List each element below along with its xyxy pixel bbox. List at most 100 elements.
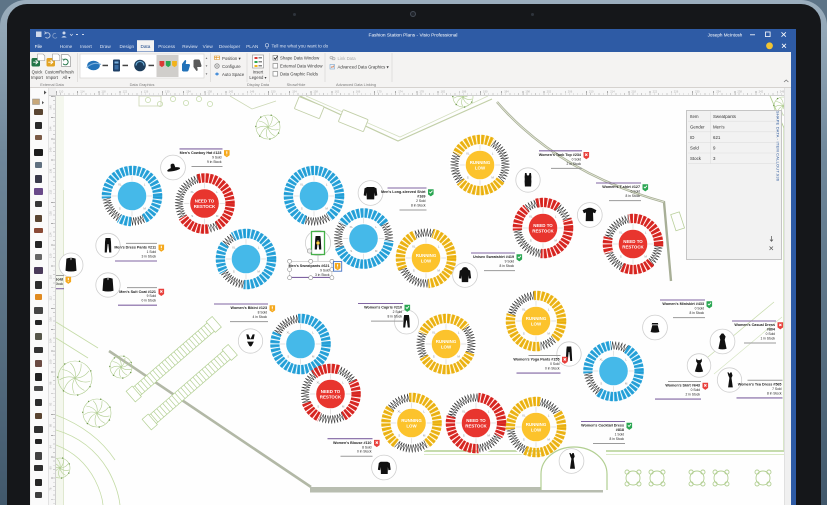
svg-text:Quick: Quick: [32, 70, 44, 75]
svg-text:0 Sold: 0 Sold: [695, 307, 705, 311]
svg-text:114: 114: [80, 90, 85, 94]
svg-text:Legend ▾: Legend ▾: [249, 75, 266, 80]
svg-text:XL: XL: [599, 358, 603, 362]
svg-text:NEED TO: NEED TO: [466, 418, 486, 423]
svg-text:Women's Skirt #643: Women's Skirt #643: [665, 384, 700, 388]
svg-text:S: S: [350, 249, 352, 253]
svg-text:S: S: [620, 255, 622, 259]
svg-text:S: S: [301, 207, 303, 211]
svg-text:XL: XL: [619, 231, 623, 235]
svg-text:182: 182: [441, 90, 446, 94]
svg-text:XL: XL: [316, 381, 320, 385]
svg-text:Men's Suit Coat #121: Men's Suit Coat #121: [119, 290, 156, 294]
svg-text:246: 246: [780, 90, 785, 94]
svg-text:M: M: [457, 355, 460, 359]
svg-text:9 Sold: 9 Sold: [212, 156, 222, 160]
svg-text:LOW: LOW: [531, 427, 542, 432]
svg-text:100: 100: [49, 359, 53, 364]
svg-text:Configure: Configure: [222, 64, 241, 69]
svg-text:120: 120: [49, 253, 53, 258]
svg-text:S: S: [433, 355, 435, 359]
svg-text:L: L: [555, 215, 557, 219]
svg-text:L: L: [438, 245, 440, 249]
svg-text:#804: #804: [767, 328, 776, 332]
svg-text:112: 112: [49, 296, 53, 301]
svg-text:▴: ▴: [206, 56, 208, 60]
svg-text:148: 148: [49, 105, 53, 110]
svg-text:9 Sold: 9 Sold: [56, 278, 64, 282]
svg-text:S: S: [467, 176, 469, 180]
svg-text:144: 144: [49, 126, 53, 131]
svg-text:8 in Stock: 8 in Stock: [690, 311, 705, 315]
svg-text:Men's: Men's: [713, 124, 725, 129]
svg-text:8 in Stock: 8 in Stock: [610, 437, 625, 441]
svg-text:Women's Tea Dress #565: Women's Tea Dress #565: [738, 383, 782, 387]
svg-text:LOW: LOW: [531, 321, 542, 326]
svg-text:Import: Import: [46, 75, 59, 80]
svg-text:RESTOCK: RESTOCK: [622, 244, 644, 249]
svg-text:M: M: [554, 239, 557, 243]
svg-text:170: 170: [377, 90, 382, 94]
svg-text:M: M: [216, 214, 219, 218]
svg-text:0 Sold: 0 Sold: [550, 362, 560, 366]
svg-text:NEED TO: NEED TO: [533, 223, 553, 228]
svg-text:Process: Process: [158, 44, 176, 49]
svg-text:NEED TO: NEED TO: [195, 199, 215, 204]
svg-text:RUNNING: RUNNING: [526, 422, 547, 427]
svg-text:S: S: [463, 434, 465, 438]
svg-text:Link Data: Link Data: [338, 56, 357, 61]
svg-text:Data: Data: [140, 44, 150, 49]
svg-text:M: M: [547, 438, 550, 442]
svg-text:8 in Stock: 8 in Stock: [626, 194, 641, 198]
svg-text:Stock: Stock: [690, 156, 702, 161]
svg-text:L: L: [216, 190, 218, 194]
svg-text:Tell me what you want to do: Tell me what you want to do: [272, 44, 329, 49]
svg-text:2 in Stock: 2 in Stock: [686, 393, 701, 397]
svg-text:Auto Space: Auto Space: [222, 72, 245, 77]
svg-text:▾: ▾: [206, 72, 208, 76]
svg-text:0 in Stock: 0 in Stock: [357, 450, 372, 454]
svg-text:9 in Stock: 9 in Stock: [207, 160, 222, 164]
svg-text:Men's Cowboy Hat #123: Men's Cowboy Hat #123: [180, 151, 222, 155]
svg-text:L: L: [312, 331, 314, 335]
svg-text:108: 108: [49, 317, 53, 322]
svg-text:Women's Tank Top #234: Women's Tank Top #234: [539, 153, 582, 157]
svg-text:XL: XL: [118, 183, 122, 187]
svg-text:External Data Window: External Data Window: [280, 64, 323, 69]
svg-text:M: M: [437, 269, 440, 273]
svg-text:8 in Stock: 8 in Stock: [388, 315, 403, 319]
svg-text:ID: ID: [690, 135, 694, 140]
svg-text:Women's Blouse #110: Women's Blouse #110: [333, 441, 372, 445]
svg-text:RESTOCK: RESTOCK: [320, 394, 342, 399]
svg-text:0 Sold: 0 Sold: [572, 157, 582, 161]
svg-text:Unisex Sweatshirt #419: Unisex Sweatshirt #419: [473, 255, 514, 259]
svg-text:92: 92: [49, 402, 53, 405]
svg-text:XL: XL: [190, 190, 194, 194]
svg-text:LOW: LOW: [421, 258, 432, 263]
svg-text:S: S: [413, 269, 415, 273]
svg-text:RUNNING: RUNNING: [526, 316, 547, 321]
svg-text:132: 132: [49, 190, 53, 195]
svg-text:XL: XL: [432, 331, 436, 335]
svg-text:166: 166: [356, 90, 361, 94]
svg-text:External Data: External Data: [40, 82, 64, 87]
svg-text:Data Graphic Fields: Data Graphic Fields: [280, 72, 318, 77]
svg-text:174: 174: [398, 90, 403, 94]
svg-text:S: S: [523, 438, 525, 442]
svg-text:L: L: [342, 381, 344, 385]
svg-text:Insert: Insert: [80, 44, 92, 49]
svg-text:218: 218: [631, 90, 636, 94]
svg-text:1 Sold: 1 Sold: [615, 433, 625, 437]
svg-text:150: 150: [271, 90, 276, 94]
svg-text:▾: ▾: [206, 64, 208, 68]
svg-text:M: M: [325, 207, 328, 211]
svg-text:110: 110: [59, 90, 64, 94]
svg-text:Fashion Station Plans - Visio: Fashion Station Plans - Visio Profession…: [369, 32, 458, 38]
svg-text:L: L: [326, 183, 328, 187]
svg-text:M: M: [423, 434, 426, 438]
svg-text:S: S: [398, 434, 400, 438]
svg-text:Draw: Draw: [100, 44, 112, 49]
svg-text:XL: XL: [522, 308, 526, 312]
svg-text:RUNNING: RUNNING: [436, 339, 457, 344]
svg-text:LOW: LOW: [475, 165, 486, 170]
